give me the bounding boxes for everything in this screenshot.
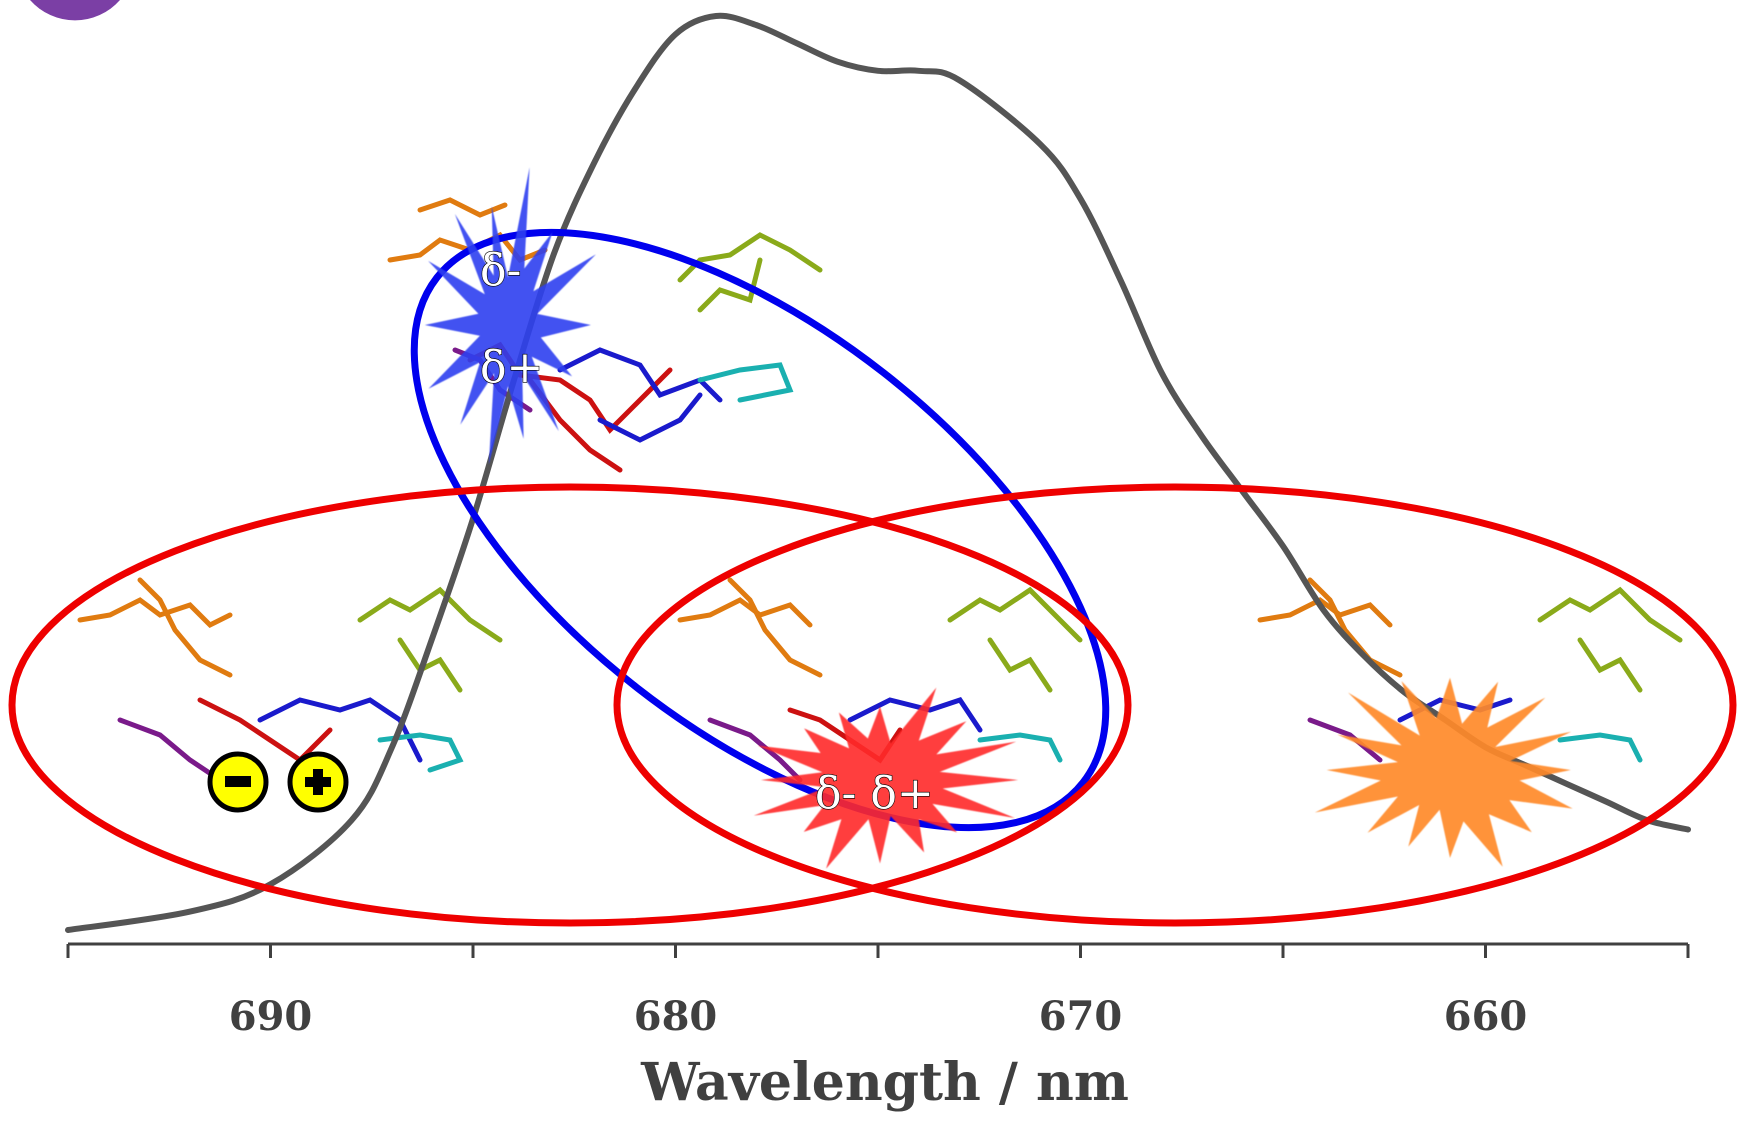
molecule-left-group: [77, 577, 503, 793]
corner-decoration: [30, 0, 120, 21]
red-starburst: [753, 687, 1019, 869]
x-axis-title: Wavelength / nm: [640, 1052, 1129, 1113]
blue-label-bottom: δ+: [480, 342, 543, 393]
plus-charge: [287, 751, 349, 813]
molecule-right-group: [1257, 577, 1683, 763]
red-label: δ- δ+: [815, 768, 934, 819]
x-tick-label-690: 690: [229, 993, 313, 1040]
x-tick-label-670: 670: [1039, 993, 1123, 1040]
blue-label-top: δ-: [480, 245, 521, 296]
x-tick-label-680: 680: [634, 993, 718, 1040]
orange-starburst: [1314, 677, 1573, 867]
x-axis-ticks: [66, 944, 1690, 958]
red-ellipse-left: [8, 483, 1132, 927]
x-axis-tick-labels: 690 680 670 660: [229, 993, 1528, 1040]
minus-charge: [207, 751, 269, 813]
blue-ellipse: [410, 228, 1110, 832]
x-tick-label-660: 660: [1444, 993, 1528, 1040]
blue-starburst: [424, 167, 596, 465]
red-ellipse-right: [613, 483, 1737, 927]
